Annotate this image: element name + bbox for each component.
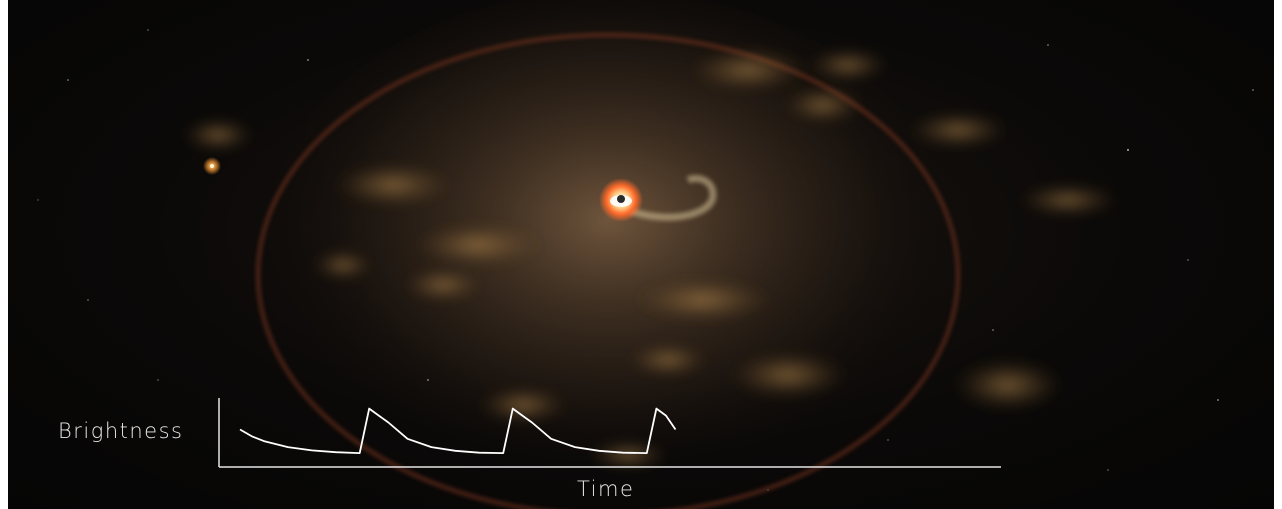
x-axis-label: Time xyxy=(577,477,635,501)
dust-clouds xyxy=(183,48,1118,469)
central-source-core xyxy=(617,195,625,203)
space-scene xyxy=(37,0,1254,509)
outer-ring xyxy=(256,33,960,509)
brightness-curve-line xyxy=(239,407,677,454)
y-axis-label: Brightness xyxy=(58,419,184,443)
illustration-frame: Brightness Time xyxy=(8,0,1274,509)
light-curve-chart xyxy=(218,398,1001,468)
accretion-stream xyxy=(626,175,717,221)
